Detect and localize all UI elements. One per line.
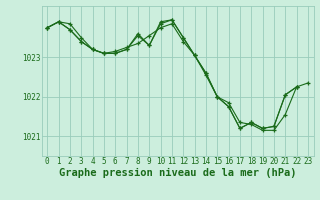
- X-axis label: Graphe pression niveau de la mer (hPa): Graphe pression niveau de la mer (hPa): [59, 168, 296, 178]
